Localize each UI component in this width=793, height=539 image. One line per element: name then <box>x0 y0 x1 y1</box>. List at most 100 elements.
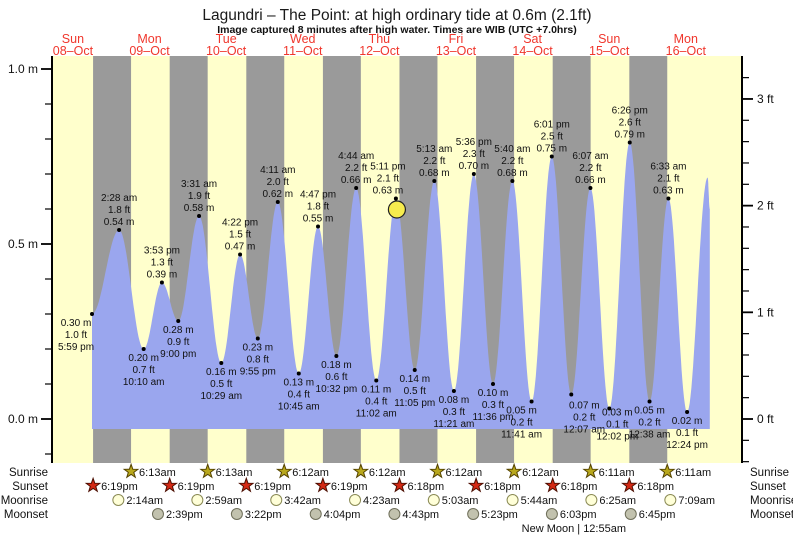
low-tide-dot <box>219 361 224 365</box>
day-header-weekday: Tue <box>216 32 237 46</box>
y-axis-right-label: 1 ft <box>757 305 774 319</box>
moonset-time: 3:22pm <box>245 509 282 521</box>
moonrise-time: 3:42am <box>284 495 321 507</box>
low-tide-dot <box>491 382 496 386</box>
day-header-date: 11–Oct <box>283 44 323 58</box>
row-label-left-sunrise: Sunrise <box>9 467 48 479</box>
moonset-circle-icon <box>309 508 322 520</box>
low-tide-label: 0.14 m 0.5 ft 11:05 pm <box>394 374 435 409</box>
moonrise-time: 7:09am <box>678 495 715 507</box>
high-tide-label: 5:40 am 2.2 ft 0.68 m <box>494 144 530 179</box>
high-tide-dot <box>275 200 280 204</box>
sunrise-star-icon <box>352 462 370 479</box>
low-tide-dot <box>90 312 95 316</box>
high-tide-dot <box>666 196 671 201</box>
high-tide-label: 5:11 pm 2.1 ft 0.63 m <box>370 162 405 197</box>
sunset-time: 6:19pm <box>101 481 138 493</box>
tide-curve <box>92 142 710 429</box>
sunset-star-icon <box>467 476 485 493</box>
y-axis-right-label: 3 ft <box>757 92 774 106</box>
high-tide-label: 3:31 am 1.9 ft 0.58 m <box>181 179 217 214</box>
high-tide-dot <box>432 179 437 183</box>
high-tide-label: 5:36 pm 2.3 ft 0.70 m <box>456 137 492 172</box>
low-tide-dot <box>374 378 379 383</box>
low-tide-label: 0.08 m 0.3 ft 11:21 am <box>433 395 474 430</box>
row-label-right-moonset: Moonset <box>750 509 793 521</box>
high-tide-dot <box>316 224 321 229</box>
moonset-circle-icon <box>388 508 401 520</box>
moon-phase-note: New Moon | 12:55am <box>522 523 626 535</box>
moonrise-circle-icon <box>664 494 677 506</box>
y-axis-left-label: 0.5 m <box>8 237 38 251</box>
day-header-weekday: Sat <box>523 32 542 46</box>
low-tide-label: 0.23 m 0.8 ft 9:55 pm <box>240 343 276 378</box>
moonrise-circle-icon <box>270 494 283 506</box>
sunrise-time: 6:11am <box>675 467 711 479</box>
high-tide-dot <box>471 172 476 176</box>
sunrise-star-icon <box>199 462 216 479</box>
low-tide-label: 0.18 m 0.6 ft 10:32 pm <box>316 360 358 395</box>
sunset-time: 6:19pm <box>331 481 368 493</box>
high-tide-label: 5:13 am 2.2 ft 0.68 m <box>416 144 452 179</box>
low-tide-dot <box>141 347 146 351</box>
moonrise-circle-icon <box>585 494 598 506</box>
day-header-date: 08–Oct <box>53 44 94 58</box>
high-tide-dot <box>627 140 632 145</box>
sunset-star-icon <box>238 476 255 493</box>
high-tide-dot <box>588 186 593 190</box>
low-tide-label: 0.07 m 0.2 ft 12:07 am <box>563 401 605 436</box>
low-tide-dot <box>412 368 417 372</box>
low-tide-dot <box>529 399 534 404</box>
high-tide-label: 4:44 am 2.2 ft 0.66 m <box>338 151 374 186</box>
low-tide-dot <box>451 389 456 393</box>
low-tide-dot <box>255 336 260 341</box>
moonrise-time: 5:03am <box>442 495 479 507</box>
low-tide-dot <box>176 319 181 323</box>
sunset-star-icon <box>314 476 332 493</box>
sunrise-time: 6:12am <box>369 467 406 479</box>
low-tide-dot <box>607 406 612 411</box>
y-axis-left-label: 0.0 m <box>8 412 38 426</box>
axes: 1.0 m 0.5 m 0.0 m 3 ft 2 ft 1 ft 0 ft <box>8 56 774 463</box>
day-header-date: 12–Oct <box>359 44 400 58</box>
day-header-weekday: Sun <box>62 32 84 46</box>
sunrise-star-icon <box>429 462 446 479</box>
high-tide-label: 4:22 pm 1.5 ft 0.47 m <box>222 218 258 253</box>
moonset-time: 2:39pm <box>166 509 203 521</box>
high-tide-dot <box>510 179 515 183</box>
sunset-time: 6:18pm <box>637 481 674 493</box>
low-tide-label: 0.28 m 0.9 ft 9:00 pm <box>160 325 196 360</box>
high-tide-dot <box>393 196 398 201</box>
moonset-circle-icon <box>151 508 164 520</box>
sunset-star-icon <box>621 476 638 493</box>
sunrise-time: 6:12am <box>522 467 559 479</box>
low-tide-dot <box>569 392 574 397</box>
low-tide-label: 0.30 m 1.0 ft 5:59 pm <box>58 318 94 353</box>
sunset-time: 6:18pm <box>484 481 521 493</box>
high-tide-label: 4:47 pm 1.8 ft 0.55 m <box>300 190 336 225</box>
row-label-right-moonrise: Moonrise <box>750 495 793 507</box>
sunrise-time: 6:11am <box>599 467 635 479</box>
low-tide-dot <box>334 354 339 358</box>
y-axis-left-label: 1.0 m <box>8 62 38 76</box>
moonrise-time: 2:59am <box>205 495 242 507</box>
low-tide-label: 0.03 m 0.1 ft 12:02 pm <box>596 408 638 443</box>
high-tide-dot <box>238 252 243 257</box>
low-tide-dot <box>685 410 690 414</box>
low-tide-label: 0.05 m 0.2 ft 11:41 am <box>501 406 542 441</box>
sunset-star-icon <box>391 476 408 493</box>
day-header-weekday: Fri <box>449 32 464 46</box>
low-tide-label: 0.20 m 0.7 ft 10:10 am <box>123 353 165 388</box>
high-tide-dot <box>117 228 122 232</box>
sunrise-star-icon <box>505 462 523 479</box>
day-header-date: 14–Oct <box>512 44 553 58</box>
y-axis-right-label: 0 ft <box>757 412 774 426</box>
day-header-date: 09–Oct <box>129 44 170 58</box>
sunrise-star-icon <box>658 462 676 479</box>
moonset-circle-icon <box>467 508 480 520</box>
low-tide-dot <box>647 399 652 404</box>
moonset-time: 6:03pm <box>560 509 597 521</box>
row-label-left-moonrise: Moonrise <box>1 495 48 507</box>
high-tide-label: 6:33 am 2.1 ft 0.63 m <box>650 162 686 197</box>
